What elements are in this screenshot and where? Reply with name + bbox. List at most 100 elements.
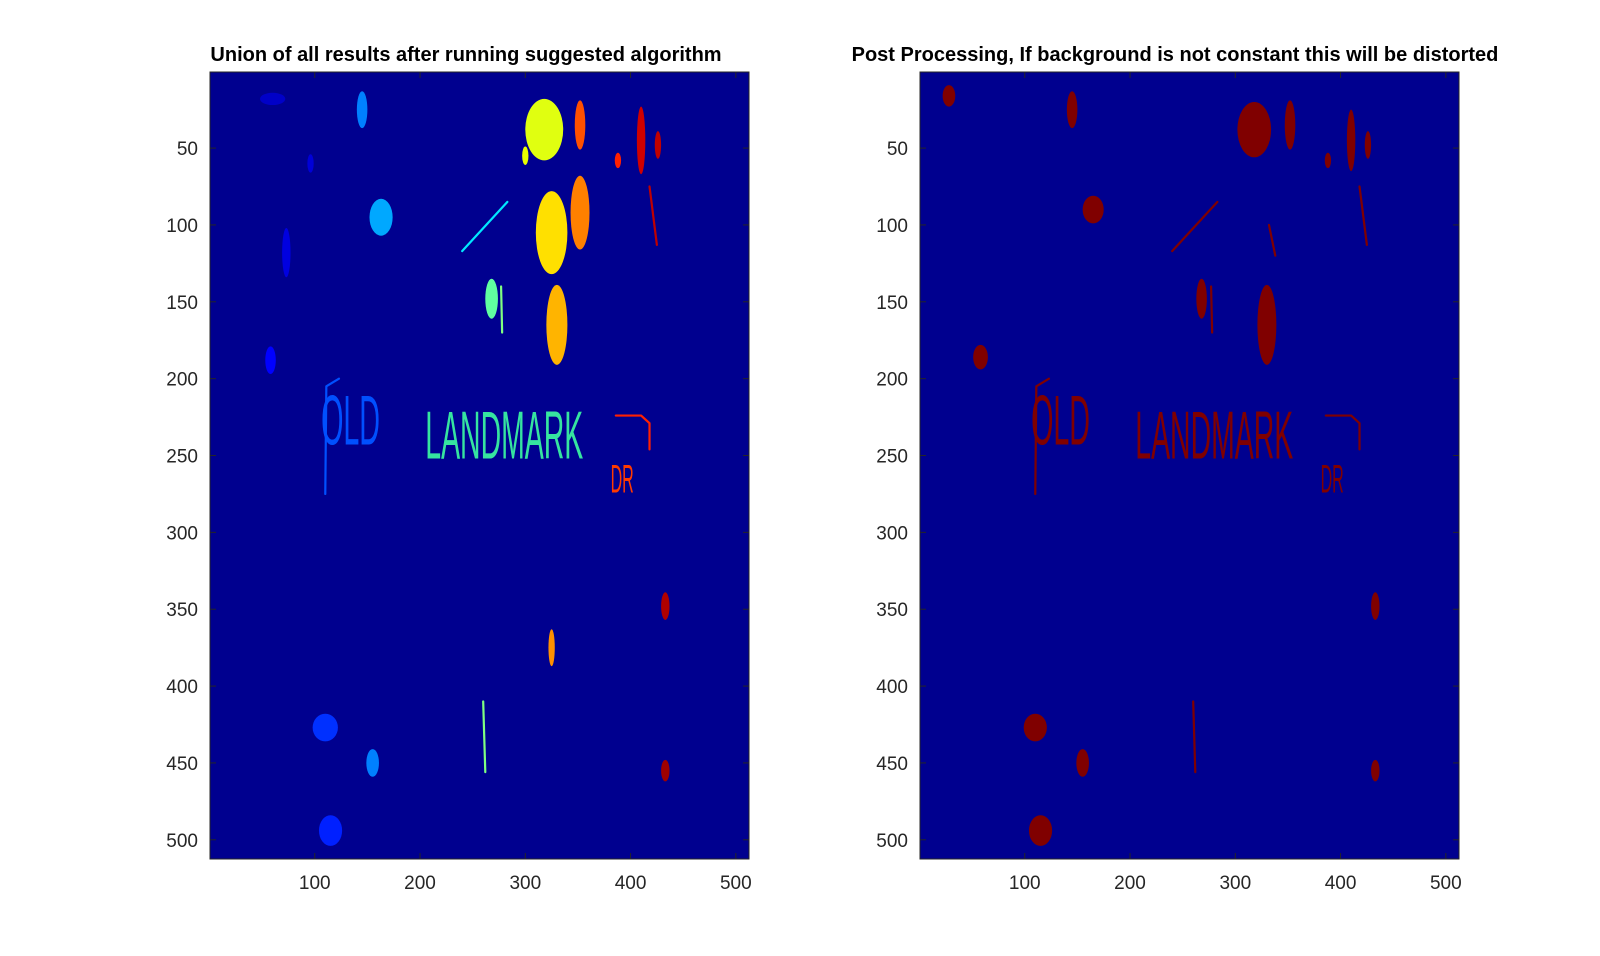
left-y-tick-label-50: 50 — [177, 139, 198, 160]
right-y-tick-label-200: 200 — [876, 370, 908, 391]
right-sign-word-1: LANDMARK — [1135, 399, 1293, 474]
left-x-tick-label-100: 100 — [299, 873, 331, 894]
left-y-tick-label-200: 200 — [166, 370, 198, 391]
right-blob-7 — [1324, 152, 1332, 169]
right-y-tick-label-300: 300 — [876, 523, 908, 544]
left-y-tick-label-150: 150 — [166, 293, 198, 314]
right-blob-4 — [1196, 278, 1207, 319]
left-blob-18 — [312, 713, 338, 742]
right-blob-2 — [1082, 195, 1104, 224]
left-blob-5 — [265, 346, 276, 375]
left-stroke-4 — [614, 414, 651, 451]
left-panel-title: Union of all results after running sugge… — [210, 44, 721, 66]
left-blob-6 — [485, 278, 498, 319]
right-blob-0 — [942, 85, 956, 107]
right-stroke-6 — [1267, 223, 1277, 257]
right-stroke-4 — [1324, 414, 1361, 451]
right-panel: Post Processing, If background is not co… — [852, 44, 1499, 894]
left-y-tick-label-250: 250 — [166, 447, 198, 468]
left-image-content: OLD LANDMARK DR — [260, 91, 670, 846]
left-blob-16 — [661, 592, 670, 620]
right-blob-12 — [1023, 713, 1047, 742]
right-x-tick-label-500: 500 — [1430, 873, 1462, 894]
right-blob-11 — [1371, 592, 1380, 620]
left-blob-8 — [522, 146, 529, 165]
left-x-tick-label-300: 300 — [509, 873, 541, 894]
right-sign-word-0: OLD — [1031, 381, 1090, 460]
right-panel-title: Post Processing, If background is not co… — [852, 44, 1499, 66]
right-y-axis: 50 100 150 200 250 300 350 400 450 500 — [876, 139, 1459, 852]
left-blob-3 — [369, 198, 393, 236]
right-blob-10 — [1257, 284, 1277, 365]
left-blob-21 — [661, 759, 670, 782]
right-blob-8 — [1346, 109, 1356, 172]
left-blob-7 — [525, 98, 564, 161]
left-stroke-0 — [461, 200, 509, 253]
right-blob-13 — [1076, 749, 1089, 777]
right-stroke-3 — [1034, 377, 1051, 496]
right-image-content: OLD LANDMARK DR — [942, 85, 1380, 846]
right-y-tick-label-400: 400 — [876, 677, 908, 698]
left-blob-4 — [282, 228, 291, 278]
right-blob-5 — [1237, 101, 1272, 158]
right-x-tick-label-200: 200 — [1114, 873, 1146, 894]
right-blob-6 — [1284, 100, 1296, 150]
left-blob-0 — [260, 92, 286, 106]
left-blob-9 — [574, 100, 586, 150]
left-y-tick-label-500: 500 — [166, 831, 198, 852]
left-panel: Union of all results after running sugge… — [166, 44, 751, 894]
right-blob-14 — [1028, 815, 1053, 846]
right-x-axis: 100 200 300 400 500 — [1009, 72, 1462, 894]
left-x-axis: 100 200 300 400 500 — [299, 72, 752, 894]
left-stroke-5 — [648, 185, 658, 247]
right-blob-9 — [1364, 131, 1372, 159]
left-blob-2 — [307, 154, 314, 173]
left-blob-11 — [570, 175, 590, 250]
left-stroke-1 — [499, 285, 504, 334]
left-sign-word-0: OLD — [321, 381, 380, 460]
left-axes-box — [209, 71, 750, 860]
right-y-tick-label-350: 350 — [876, 600, 908, 621]
left-blob-20 — [318, 815, 343, 846]
left-y-tick-label-100: 100 — [166, 216, 198, 237]
right-y-tick-label-50: 50 — [887, 139, 908, 160]
right-y-tick-label-500: 500 — [876, 831, 908, 852]
left-blob-17 — [548, 629, 555, 667]
left-y-tick-label-400: 400 — [166, 677, 198, 698]
right-x-tick-label-400: 400 — [1325, 873, 1357, 894]
right-blob-15 — [1371, 759, 1380, 782]
right-stroke-2 — [1192, 700, 1197, 774]
left-sign-word-1: LANDMARK — [425, 399, 583, 474]
right-y-tick-label-450: 450 — [876, 754, 908, 775]
right-blob-3 — [973, 344, 988, 370]
right-x-tick-label-100: 100 — [1009, 873, 1041, 894]
left-x-tick-label-200: 200 — [404, 873, 436, 894]
left-stroke-3 — [324, 377, 341, 496]
right-stroke-1 — [1209, 285, 1214, 334]
left-image-area — [210, 72, 749, 859]
right-image-area — [920, 72, 1459, 859]
right-stroke-5 — [1358, 185, 1368, 247]
left-blob-15 — [654, 131, 662, 159]
right-y-tick-label-150: 150 — [876, 293, 908, 314]
left-blob-12 — [546, 284, 568, 365]
right-y-tick-label-100: 100 — [876, 216, 908, 237]
right-sign-word-2: DR — [1321, 457, 1344, 501]
left-x-tick-label-500: 500 — [720, 873, 752, 894]
left-blob-10 — [535, 191, 568, 275]
left-blob-19 — [366, 749, 379, 777]
left-stroke-2 — [482, 700, 487, 774]
left-y-tick-label-300: 300 — [166, 523, 198, 544]
left-y-tick-label-450: 450 — [166, 754, 198, 775]
left-blob-13 — [614, 152, 622, 169]
left-sign-word-2: DR — [611, 457, 634, 501]
left-blob-1 — [356, 91, 368, 129]
left-y-axis: 50 100 150 200 250 300 350 400 450 500 — [166, 139, 749, 852]
left-blob-14 — [636, 106, 646, 175]
right-y-tick-label-250: 250 — [876, 447, 908, 468]
left-x-tick-label-400: 400 — [615, 873, 647, 894]
left-y-tick-label-350: 350 — [166, 600, 198, 621]
right-stroke-0 — [1171, 200, 1219, 253]
right-blob-1 — [1066, 91, 1078, 129]
